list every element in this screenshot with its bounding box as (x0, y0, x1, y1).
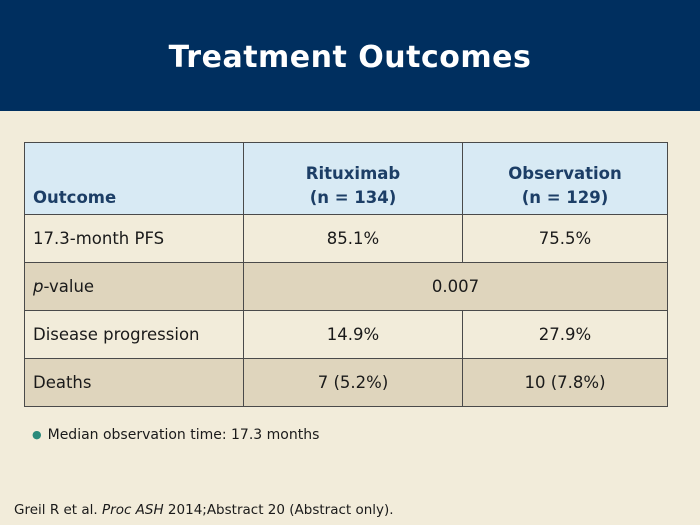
citation-journal: Proc ASH (102, 502, 164, 518)
rituximab-value: 14.9% (243, 310, 463, 359)
observation-value: 75.5% (462, 214, 668, 263)
observation-value: 27.9% (462, 310, 668, 359)
citation-authors: Greil R et al. (14, 502, 98, 518)
slide-title: Treatment Outcomes (168, 40, 532, 75)
rituximab-value: 85.1% (243, 214, 463, 263)
header-rituximab: Rituximab (n = 134) (243, 142, 463, 215)
row-label: Deaths (24, 358, 244, 407)
table-row: 17.3-month PFS 85.1% 75.5% (24, 214, 668, 263)
bullet-dot-icon: ● (32, 428, 42, 441)
citation-details: 2014;Abstract 20 (Abstract only). (167, 502, 394, 518)
row-label: 17.3-month PFS (24, 214, 244, 263)
table-row: Deaths 7 (5.2%) 10 (7.8%) (24, 358, 668, 407)
bullet-text: Median observation time: 17.3 months (47, 427, 320, 443)
rituximab-value: 7 (5.2%) (243, 358, 463, 407)
header-observation-name: Observation (508, 164, 622, 183)
title-bar: Treatment Outcomes (0, 0, 700, 111)
observation-value: 10 (7.8%) (462, 358, 668, 407)
table-header-row: Outcome Rituximab (n = 134) Observation … (24, 142, 668, 215)
table-row: p-value 0.007 (24, 262, 668, 311)
citation: Greil R et al. Proc ASH 2014;Abstract 20… (14, 502, 394, 518)
bullet-item: ● Median observation time: 17.3 months (32, 427, 319, 443)
table-row: Disease progression 14.9% 27.9% (24, 310, 668, 359)
p-value-suffix: -value (43, 277, 95, 296)
p-italic: p (33, 277, 44, 296)
header-observation-n: (n = 129) (521, 188, 609, 207)
header-outcome-label: Outcome (33, 188, 117, 207)
row-label: p-value (24, 262, 244, 311)
header-outcome: Outcome (24, 142, 244, 215)
header-observation: Observation (n = 129) (462, 142, 668, 215)
outcomes-table: Outcome Rituximab (n = 134) Observation … (24, 142, 668, 407)
header-rituximab-name: Rituximab (305, 164, 401, 183)
header-rituximab-n: (n = 134) (309, 188, 397, 207)
p-value: 0.007 (243, 262, 668, 311)
row-label: Disease progression (24, 310, 244, 359)
